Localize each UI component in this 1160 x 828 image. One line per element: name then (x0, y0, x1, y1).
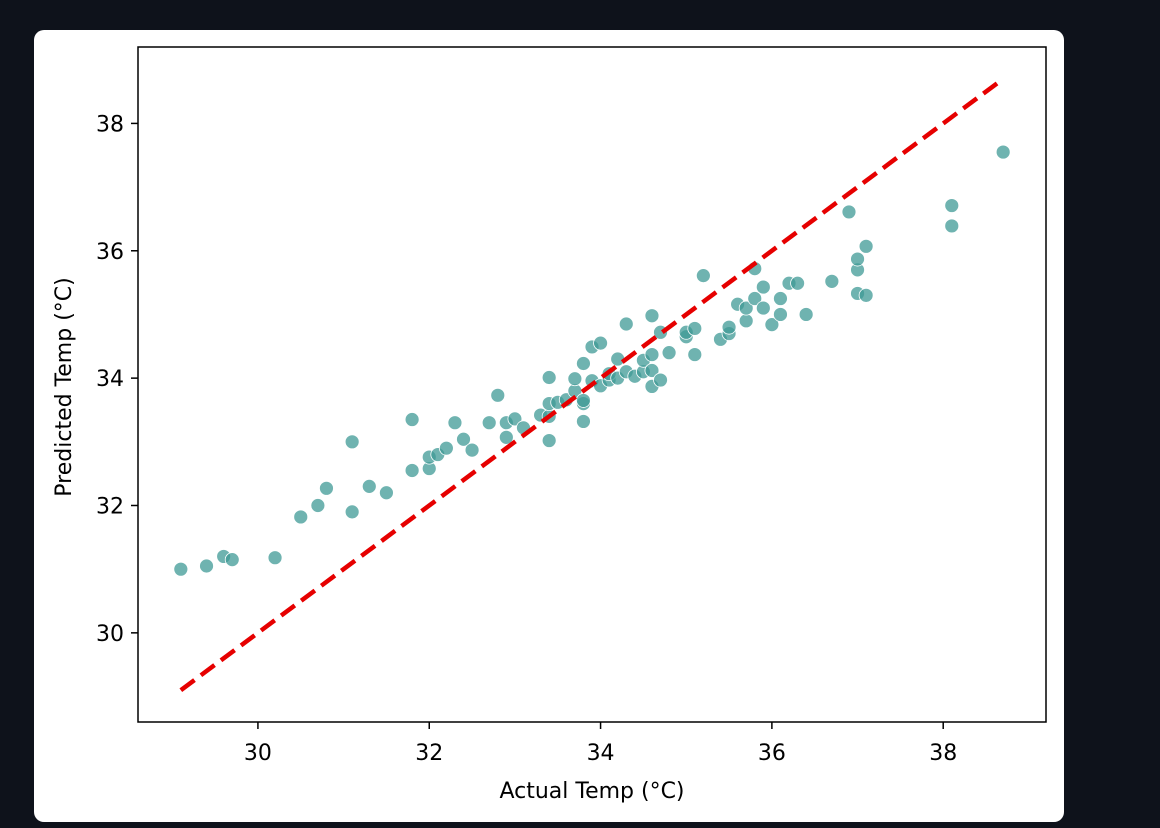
scatter-point (319, 480, 334, 496)
scatter-point (944, 218, 960, 234)
scatter-point (541, 433, 557, 448)
scatter-point (173, 561, 189, 577)
scatter-point (738, 300, 754, 316)
x-tick-label: 36 (758, 741, 786, 766)
scatter-point (618, 316, 634, 332)
scatter-point (858, 287, 874, 303)
scatter-point (738, 313, 754, 329)
scatter-point (747, 291, 763, 306)
x-axis-label: Actual Temp (°C) (499, 779, 684, 804)
y-tick-label: 34 (96, 367, 124, 392)
scatter-point (755, 279, 771, 295)
scatter-point (644, 308, 660, 324)
scatter-point (824, 273, 840, 289)
scatter-point (567, 371, 583, 387)
scatter-point (498, 429, 514, 445)
scatter-point (344, 434, 360, 450)
scatter-point (764, 317, 780, 333)
y-tick-label: 38 (96, 112, 124, 137)
scatter-point (593, 335, 608, 351)
scatter-point (644, 363, 660, 378)
x-ticks: 30 32 34 36 38 (244, 722, 957, 766)
scatter-point (841, 204, 857, 220)
y-axis-label: Predicted Temp (°C) (52, 277, 77, 496)
scatter-point (755, 300, 771, 316)
scatter-point (404, 463, 420, 478)
scatter-point (790, 275, 805, 291)
scatter-point (199, 558, 214, 574)
scatter-point (773, 291, 788, 306)
scatter-point (447, 415, 463, 431)
scatter-point (507, 411, 523, 427)
scatter-point (576, 393, 591, 408)
scatter-point (576, 356, 591, 371)
scatter-point (310, 498, 326, 513)
scatter-point (224, 552, 240, 568)
x-tick-label: 30 (244, 741, 272, 766)
x-tick-label: 38 (929, 741, 957, 766)
scatter-point (858, 238, 874, 254)
x-tick-label: 32 (415, 741, 443, 766)
scatter-point (490, 387, 506, 403)
scatter-point (995, 144, 1011, 160)
scatter-point (438, 440, 454, 456)
scatter-point (541, 370, 557, 385)
scatter-point (721, 319, 737, 335)
scatter-point (773, 307, 788, 322)
scatter-point (687, 321, 703, 336)
y-tick-label: 30 (96, 622, 124, 647)
x-tick-label: 34 (587, 741, 615, 766)
scatter-point (344, 504, 360, 520)
scatter-point (404, 412, 420, 427)
scatter-point (944, 198, 960, 213)
scatter-point (644, 347, 660, 362)
scatter-point (695, 268, 711, 284)
scatter-point (379, 485, 394, 501)
y-tick-label: 32 (96, 494, 124, 519)
scatter-point (576, 414, 591, 429)
scatter-point (267, 550, 283, 566)
y-ticks: 30 32 34 36 38 (96, 112, 138, 647)
scatter-point (687, 347, 703, 362)
reference-line-layer (179, 77, 1005, 692)
reference-line (179, 77, 1005, 692)
scatter-point (456, 431, 471, 447)
scatter-point (481, 415, 497, 431)
scatter-point (798, 307, 814, 322)
scatter-point (850, 251, 865, 267)
scatter-point (464, 442, 480, 458)
points-layer (173, 144, 1011, 577)
scatter-point (361, 478, 377, 494)
scatter-point (661, 345, 677, 361)
scatter-point (293, 509, 309, 525)
scatter-point (653, 372, 668, 388)
y-tick-label: 36 (96, 240, 124, 265)
